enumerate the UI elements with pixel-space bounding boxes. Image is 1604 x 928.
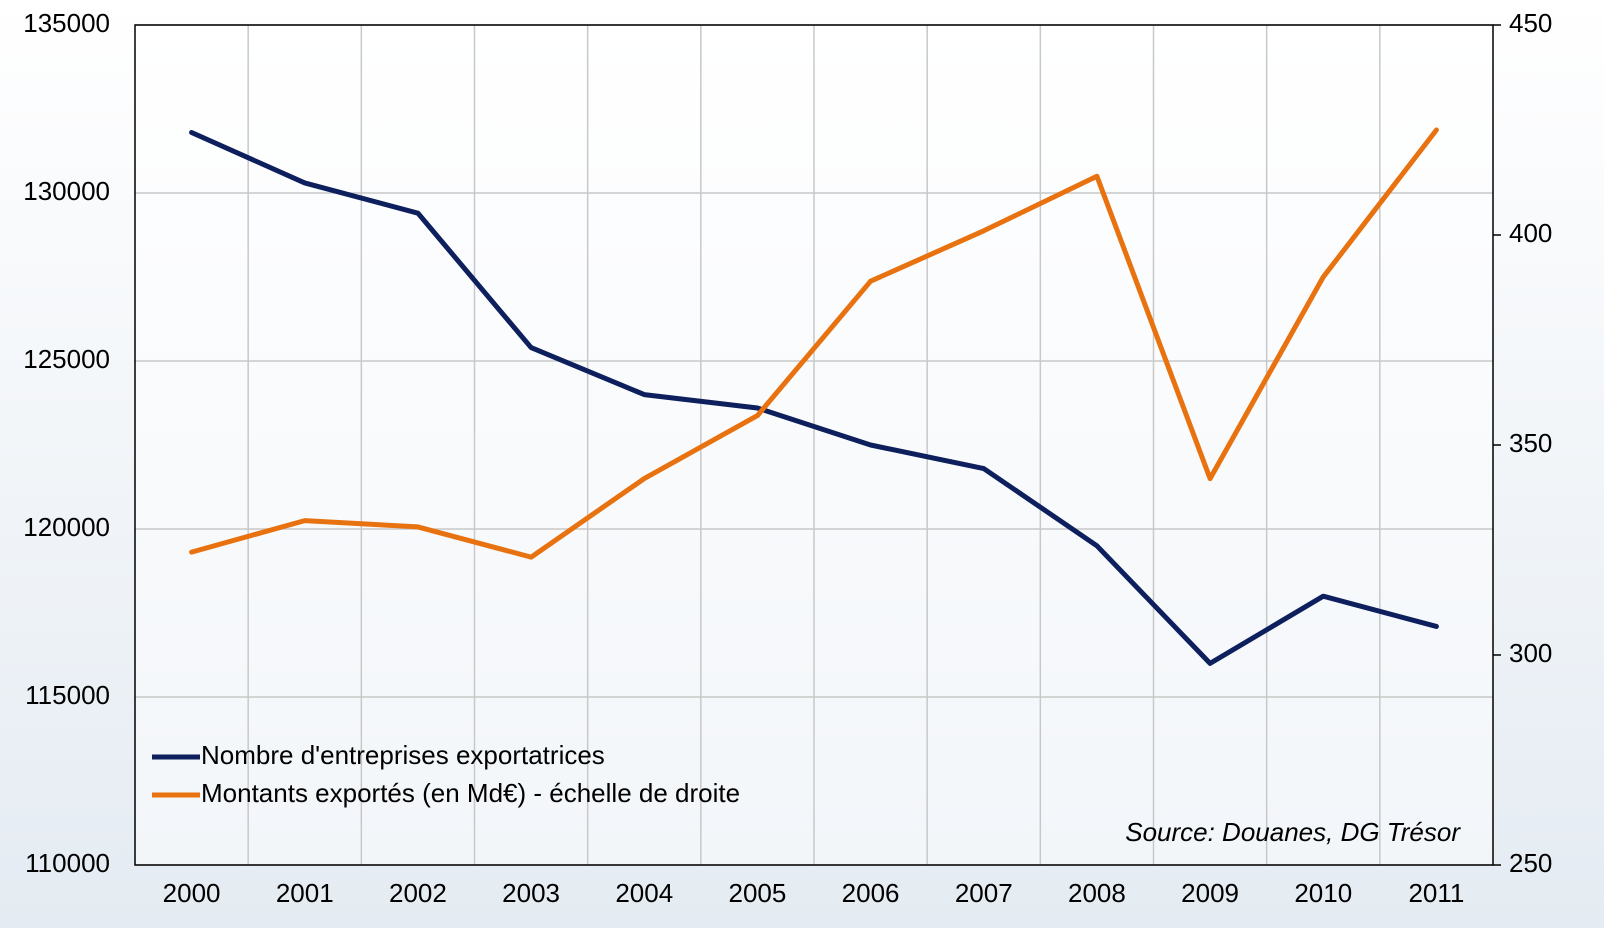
legend-label: Montants exportés (en Md€) - échelle de … <box>201 778 740 808</box>
legend-label: Nombre d'entreprises exportatrices <box>201 740 605 770</box>
y-tick-label: 115000 <box>25 680 110 710</box>
plot-frame <box>134 24 1494 866</box>
x-tick-label: 2007 <box>955 878 1013 908</box>
y2-tick-label: 400 <box>1509 218 1552 248</box>
series-line <box>189 127 1439 560</box>
y-tick-label: 135000 <box>23 8 110 38</box>
y-tick-label: 110000 <box>25 848 110 878</box>
x-tick-label: 2003 <box>502 878 560 908</box>
y2-tick-label: 300 <box>1509 638 1552 668</box>
y2-tick-label: 250 <box>1509 848 1552 878</box>
y-tick-label: 125000 <box>23 344 110 374</box>
x-tick-label: 2002 <box>389 878 447 908</box>
series-line <box>189 130 1439 666</box>
y-tick-label: 120000 <box>23 512 110 542</box>
x-tick-label: 2006 <box>842 878 900 908</box>
x-tick-label: 2010 <box>1294 878 1352 908</box>
x-tick-label: 2011 <box>1408 878 1464 908</box>
y-tick-label: 130000 <box>23 176 110 206</box>
source-note: Source: Douanes, DG Trésor <box>1125 817 1461 847</box>
x-tick-label: 2000 <box>163 878 221 908</box>
y2-tick-label: 350 <box>1509 428 1552 458</box>
x-tick-label: 2004 <box>615 878 673 908</box>
x-tick-label: 2009 <box>1181 878 1239 908</box>
x-tick-label: 2008 <box>1068 878 1126 908</box>
x-tick-label: 2005 <box>728 878 786 908</box>
x-tick-label: 2001 <box>276 878 334 908</box>
y2-tick-label: 450 <box>1509 8 1552 38</box>
